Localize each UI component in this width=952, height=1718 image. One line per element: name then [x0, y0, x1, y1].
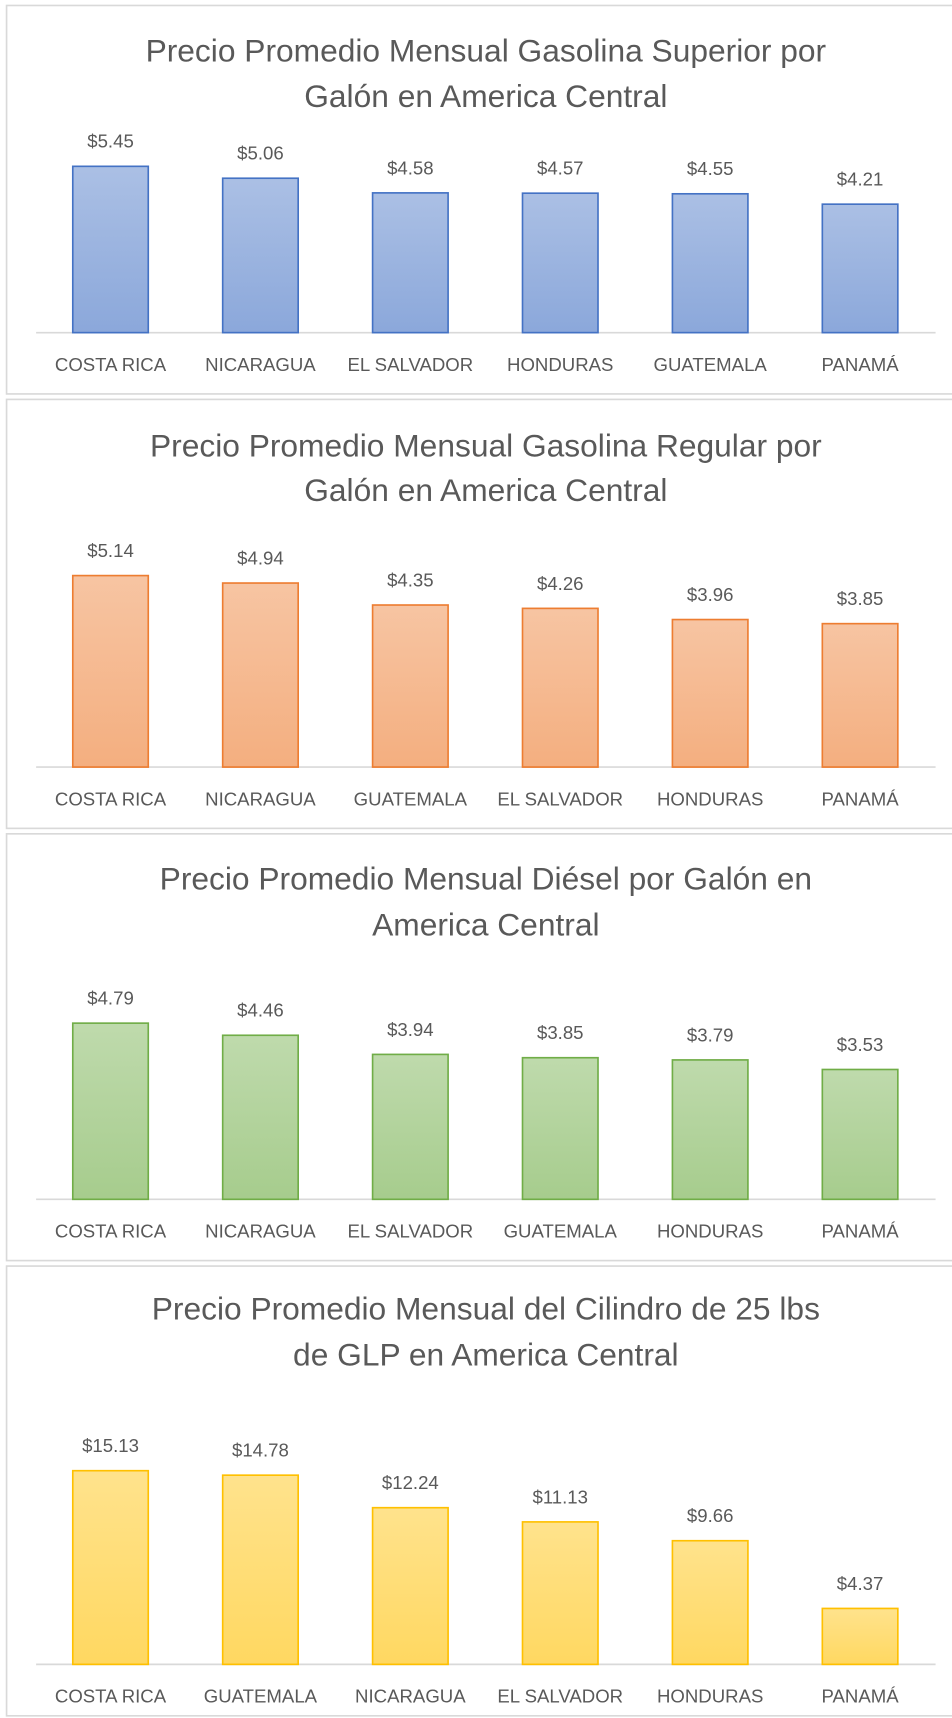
value-label: $4.57 — [537, 158, 584, 179]
bar — [71, 165, 150, 334]
value-label: $4.26 — [537, 573, 584, 594]
bar — [521, 192, 599, 334]
value-label: $3.85 — [537, 1022, 584, 1043]
chart-title: Precio Promedio Mensual Diésel por Galón… — [160, 861, 812, 897]
x-tick-label: HONDURAS — [657, 1221, 763, 1242]
x-tick-label: NICARAGUA — [205, 354, 316, 375]
x-tick-label: HONDURAS — [507, 354, 613, 375]
bar — [371, 604, 449, 768]
chart-title: America Central — [372, 907, 599, 943]
chart-title: Precio Promedio Mensual Gasolina Regular… — [150, 427, 822, 463]
value-label: $5.45 — [87, 131, 134, 152]
value-label: $5.14 — [87, 540, 134, 561]
panel-border — [5, 833, 952, 1262]
x-tick-label: COSTA RICA — [55, 788, 167, 809]
x-tick-label: PANAMÁ — [822, 1221, 900, 1242]
chart-title: de GLP en America Central — [293, 1337, 679, 1373]
x-tick-label: EL SALVADOR — [347, 1221, 473, 1242]
x-tick-label: PANAMÁ — [822, 354, 900, 375]
value-label: $15.13 — [82, 1435, 139, 1456]
value-label: $3.85 — [837, 588, 884, 609]
chart-title: Galón en America Central — [304, 78, 667, 114]
value-label: $4.58 — [387, 157, 434, 178]
bar — [821, 622, 899, 768]
bar — [221, 1474, 300, 1666]
chart-title: Precio Promedio Mensual Gasolina Superio… — [146, 32, 827, 68]
bar — [371, 1506, 449, 1666]
bar — [71, 574, 150, 768]
x-tick-label: COSTA RICA — [55, 354, 167, 375]
x-tick-label: GUATEMALA — [354, 788, 468, 809]
chart-title: Precio Promedio Mensual del Cilindro de … — [152, 1291, 820, 1327]
chart-panel: Precio Promedio Mensual Gasolina Regular… — [5, 398, 952, 830]
x-tick-label: PANAMÁ — [822, 1686, 900, 1707]
x-tick-label: NICARAGUA — [355, 1686, 466, 1707]
value-label: $14.78 — [232, 1440, 289, 1461]
x-tick-label: EL SALVADOR — [497, 1686, 623, 1707]
panel-border — [5, 398, 952, 830]
chart-panel: Precio Promedio Mensual del Cilindro de … — [5, 1265, 952, 1717]
value-label: $4.35 — [387, 569, 434, 590]
bar — [371, 192, 449, 334]
x-tick-label: NICARAGUA — [205, 1221, 316, 1242]
panel-border — [5, 4, 952, 395]
bar — [671, 1539, 749, 1666]
chart-title: Galón en America Central — [304, 472, 667, 508]
x-tick-label: GUATEMALA — [204, 1686, 318, 1707]
value-label: $4.94 — [237, 547, 284, 568]
x-tick-label: GUATEMALA — [504, 1221, 618, 1242]
bar — [221, 582, 300, 768]
value-label: $4.46 — [237, 1000, 284, 1021]
bar — [221, 177, 300, 334]
value-label: $5.06 — [237, 143, 284, 164]
x-tick-label: NICARAGUA — [205, 788, 316, 809]
bar — [521, 1521, 599, 1666]
x-tick-label: GUATEMALA — [654, 354, 768, 375]
chart-panel: Precio Promedio Mensual Gasolina Superio… — [5, 4, 952, 395]
x-tick-label: EL SALVADOR — [497, 788, 623, 809]
value-label: $4.21 — [837, 169, 884, 190]
bar — [821, 1607, 899, 1666]
value-label: $3.94 — [387, 1019, 434, 1040]
x-tick-label: PANAMÁ — [822, 788, 900, 809]
bar — [521, 1056, 599, 1201]
value-label: $3.79 — [687, 1024, 734, 1045]
bar — [221, 1034, 300, 1201]
x-tick-label: COSTA RICA — [55, 1686, 167, 1707]
bar — [821, 1068, 899, 1201]
bar — [71, 1469, 150, 1666]
value-label: $12.24 — [382, 1472, 439, 1493]
x-tick-label: EL SALVADOR — [347, 354, 473, 375]
bar — [671, 1059, 749, 1201]
value-label: $4.79 — [87, 988, 134, 1009]
bar — [71, 1022, 150, 1201]
bar — [671, 192, 749, 334]
value-label: $3.53 — [837, 1034, 884, 1055]
chart-panel: Precio Promedio Mensual Diésel por Galón… — [5, 833, 952, 1262]
value-label: $11.13 — [533, 1486, 588, 1507]
bar — [371, 1053, 449, 1201]
x-tick-label: COSTA RICA — [55, 1221, 167, 1242]
value-label: $4.55 — [687, 158, 734, 179]
panel-border — [5, 1265, 952, 1717]
bar — [671, 618, 749, 768]
x-tick-label: HONDURAS — [657, 788, 763, 809]
value-label: $4.37 — [837, 1573, 884, 1594]
value-label: $9.66 — [687, 1505, 734, 1526]
x-tick-label: HONDURAS — [657, 1686, 763, 1707]
value-label: $3.96 — [687, 584, 734, 605]
bar — [521, 607, 599, 768]
bar — [821, 203, 899, 334]
